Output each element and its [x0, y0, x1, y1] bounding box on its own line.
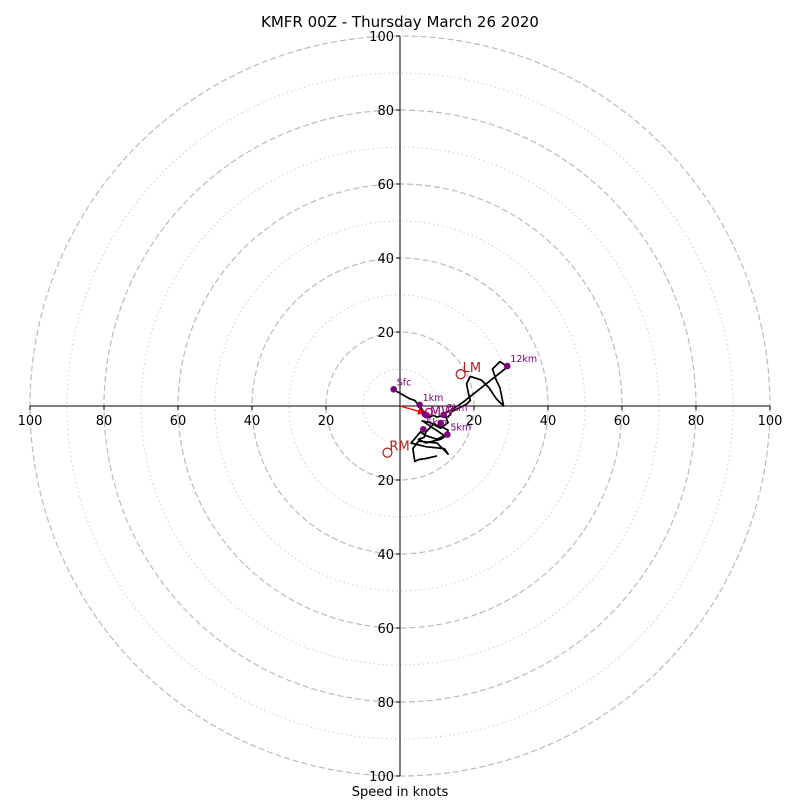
y-tick-down-80: 80	[377, 696, 394, 711]
mean-wind-marker	[424, 407, 433, 417]
y-tick-up-60: 60	[377, 178, 394, 193]
height-point-4	[440, 411, 447, 419]
x-tick-right-40: 40	[540, 414, 557, 429]
x-tick-left-80: 80	[96, 414, 113, 429]
x-tick-left-60: 60	[170, 414, 187, 429]
left-mover-marker	[455, 369, 466, 380]
y-tick-down-20: 20	[377, 474, 394, 489]
storm-motions: MW LM RM	[382, 361, 481, 458]
height-point-1	[416, 401, 423, 409]
x-tick-left-20: 20	[318, 414, 335, 429]
height-label-8: 12km	[510, 354, 537, 365]
y-tick-down-100: 100	[369, 770, 394, 785]
x-tick-left-100: 100	[18, 414, 43, 429]
y-tick-up-20: 20	[377, 326, 394, 341]
height-point-7	[444, 431, 451, 438]
right-mover-marker	[382, 447, 393, 458]
left-mover-label: LM	[463, 361, 481, 376]
x-tick-right-100: 100	[758, 414, 783, 429]
tick-labels: 20 20 20 20 40 40 40 40 60 60 60 60 80 80 80 80 100 100 10…	[18, 30, 783, 785]
y-tick-down-40: 40	[377, 548, 394, 563]
y-tick-up-40: 40	[377, 252, 394, 267]
height-point-6	[420, 426, 427, 433]
height-label-7: 5km	[450, 422, 471, 433]
height-point-5	[437, 419, 445, 427]
height-label-0: Sfc	[397, 377, 412, 388]
chart-title: KMFR 00Z - Thursday March 26 2020	[261, 13, 539, 31]
height-point-8	[504, 362, 511, 370]
height-label-6: 5km	[426, 417, 447, 428]
x-tick-right-20: 20	[466, 414, 483, 429]
height-label-1: 1km	[423, 393, 444, 404]
height-point-0	[390, 386, 398, 393]
x-axis-label: Speed in knots	[352, 785, 449, 800]
y-tick-up-80: 80	[377, 104, 394, 119]
mean-wind-label: MW	[430, 405, 454, 420]
y-tick-down-60: 60	[377, 622, 394, 637]
height-label-4: 3km	[447, 403, 468, 414]
right-mover-label: RM	[389, 440, 409, 455]
x-tick-right-80: 80	[688, 414, 705, 429]
x-tick-left-40: 40	[244, 414, 261, 429]
y-tick-up-100: 100	[369, 30, 394, 45]
x-tick-right-60: 60	[614, 414, 631, 429]
